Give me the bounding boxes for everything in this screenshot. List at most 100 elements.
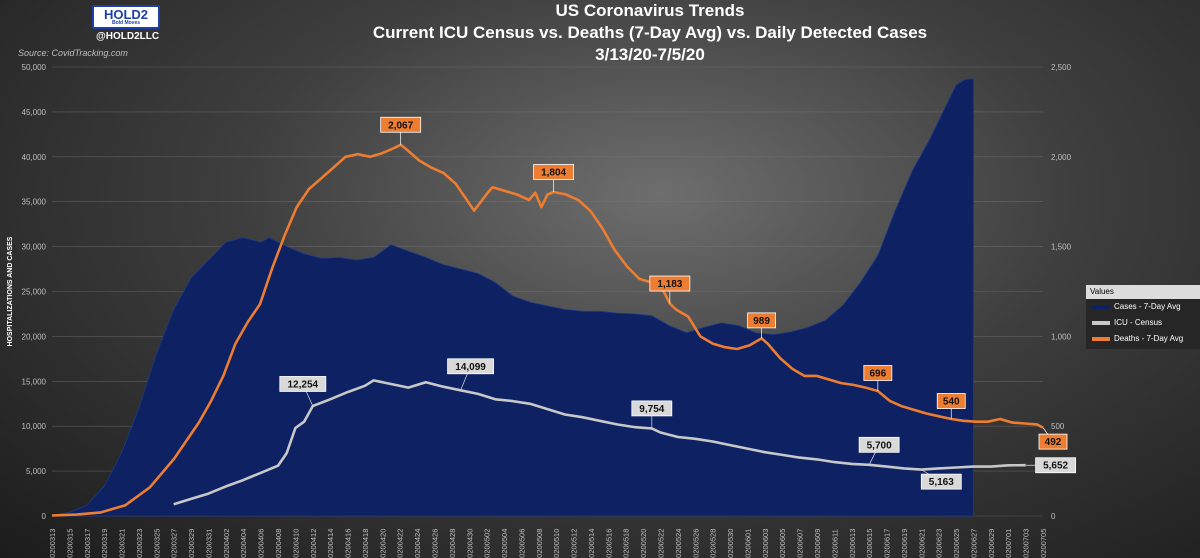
y2-tick-label: 2,000 <box>1051 153 1072 162</box>
x-tick-label: 20200514 <box>587 529 596 558</box>
x-tick-label: 20200605 <box>778 529 787 558</box>
y2-tick-label: 1,500 <box>1051 243 1072 252</box>
annotation-box <box>533 164 575 180</box>
x-tick-label: 20200313 <box>48 529 57 558</box>
annotation-box <box>863 365 893 381</box>
legend-title: Values <box>1086 285 1200 299</box>
x-tick-label: 20200520 <box>639 529 648 558</box>
annotation-label: 5,700 <box>867 440 892 451</box>
chart-title-block: US Coronavirus Trends Current ICU Census… <box>250 0 1050 66</box>
x-tick-label: 20200530 <box>726 529 735 558</box>
annotation-box <box>936 393 966 409</box>
x-tick-label: 20200416 <box>344 529 353 558</box>
x-tick-label: 20200625 <box>952 529 961 558</box>
x-tick-label: 20200627 <box>969 529 978 558</box>
legend-item-deaths: Deaths - 7-Day Avg <box>1086 331 1200 347</box>
y2-tick-label: 0 <box>1051 512 1056 521</box>
x-tick-label: 20200410 <box>291 529 300 558</box>
x-tick-label: 20200321 <box>118 529 127 558</box>
chart-axes: 0 5,000 10,000 15,000 20,000 25,000 30,000 35,0… <box>7 63 1072 558</box>
x-tick-label: 20200609 <box>813 529 822 558</box>
annotation-label: 9,754 <box>639 404 664 415</box>
y-tick-label: 5,000 <box>26 467 47 476</box>
x-tick-label: 20200408 <box>274 529 283 558</box>
annotation-label: 14,099 <box>455 362 486 373</box>
x-tick-label: 20200327 <box>170 529 179 558</box>
chart-legend: Values Cases - 7-Day Avg ICU - Census De… <box>1086 285 1200 349</box>
x-tick-label: 20200502 <box>483 529 492 558</box>
y-tick-label: 35,000 <box>22 198 47 207</box>
x-tick-label: 20200406 <box>257 529 266 558</box>
x-tick-label: 20200705 <box>1039 529 1048 558</box>
legend-swatch-deaths <box>1092 337 1110 341</box>
y2-tick-label: 2,500 <box>1051 63 1072 72</box>
x-tick-label: 20200426 <box>430 529 439 558</box>
x-tick-label: 20200617 <box>883 529 892 558</box>
x-tick-label: 20200319 <box>100 529 109 558</box>
legend-item-cases: Cases - 7-Day Avg <box>1086 299 1200 315</box>
y-axis-label: HOSPITALIZATIONS AND CASES <box>7 236 14 346</box>
x-tick-label: 20200516 <box>604 529 613 558</box>
twitter-handle: @HOLD2LLC <box>96 31 160 42</box>
legend-label-deaths: Deaths - 7-Day Avg <box>1114 334 1184 343</box>
y-tick-label: 45,000 <box>22 108 47 117</box>
x-tick-label: 20200428 <box>448 529 457 558</box>
x-tick-label: 20200504 <box>500 529 509 558</box>
hold2-logo: HOLD2 Bold Moves <box>92 5 160 29</box>
x-tick-label: 20200703 <box>1022 529 1031 558</box>
x-tick-label: 20200512 <box>570 529 579 558</box>
y-tick-label: 30,000 <box>22 243 47 252</box>
y-tick-label: 25,000 <box>22 288 47 297</box>
chart-series-layer <box>51 78 1044 517</box>
annotation-box <box>380 116 422 133</box>
deaths-line <box>51 143 1044 517</box>
annotation-box <box>747 312 777 329</box>
x-tick-label: 20200510 <box>552 529 561 558</box>
annotation-label: 540 <box>943 397 960 408</box>
x-tick-label: 20200315 <box>65 529 74 558</box>
annotation-label: 989 <box>753 316 770 327</box>
y2-tick-label: 500 <box>1051 422 1065 431</box>
x-tick-label: 20200528 <box>709 529 718 558</box>
y-tick-label: 50,000 <box>22 63 47 72</box>
x-tick-label: 20200615 <box>865 529 874 558</box>
x-tick-label: 20200508 <box>535 529 544 558</box>
x-tick-label: 20200323 <box>135 529 144 558</box>
x-tick-label: 20200623 <box>935 529 944 558</box>
annotation-box <box>920 473 962 490</box>
x-tick-label: 20200414 <box>326 529 335 558</box>
y-tick-label: 40,000 <box>22 153 47 162</box>
legend-swatch-icu <box>1092 321 1110 325</box>
x-tick-label: 20200701 <box>1004 529 1013 558</box>
annotation-label: 2,067 <box>388 120 413 131</box>
x-tick-label: 20200331 <box>204 529 213 558</box>
y2-tick-label: 1,000 <box>1051 332 1072 341</box>
x-tick-label: 20200621 <box>917 529 926 558</box>
annotation-box <box>1035 457 1077 474</box>
x-tick-label: 20200329 <box>187 529 196 558</box>
annotation-box <box>858 436 900 453</box>
x-tick-label: 20200607 <box>796 529 805 558</box>
x-tick-label: 20200418 <box>361 529 370 558</box>
x-tick-label: 20200629 <box>987 529 996 558</box>
x-tick-label: 20200619 <box>900 529 909 558</box>
x-tick-label: 20200524 <box>674 529 683 558</box>
annotation-box <box>631 400 673 417</box>
annotation-box <box>1038 433 1068 450</box>
x-tick-label: 20200422 <box>396 529 405 558</box>
legend-item-icu: ICU - Census <box>1086 315 1200 331</box>
x-tick-label: 20200613 <box>848 529 857 558</box>
annotation-box <box>447 358 494 375</box>
y-tick-label: 0 <box>42 512 47 521</box>
logo-subtext: Bold Moves <box>111 20 141 26</box>
x-tick-label: 20200402 <box>222 529 231 558</box>
legend-label-cases: Cases - 7-Day Avg <box>1114 302 1181 311</box>
y-tick-label: 15,000 <box>22 377 47 386</box>
y-tick-label: 20,000 <box>22 332 47 341</box>
chart-title: US Coronavirus Trends <box>555 1 745 20</box>
x-tick-label: 20200430 <box>465 529 474 558</box>
x-tick-label: 20200404 <box>239 529 248 558</box>
logo-text: HOLD2 <box>103 7 149 22</box>
x-tick-label: 20200518 <box>622 529 631 558</box>
